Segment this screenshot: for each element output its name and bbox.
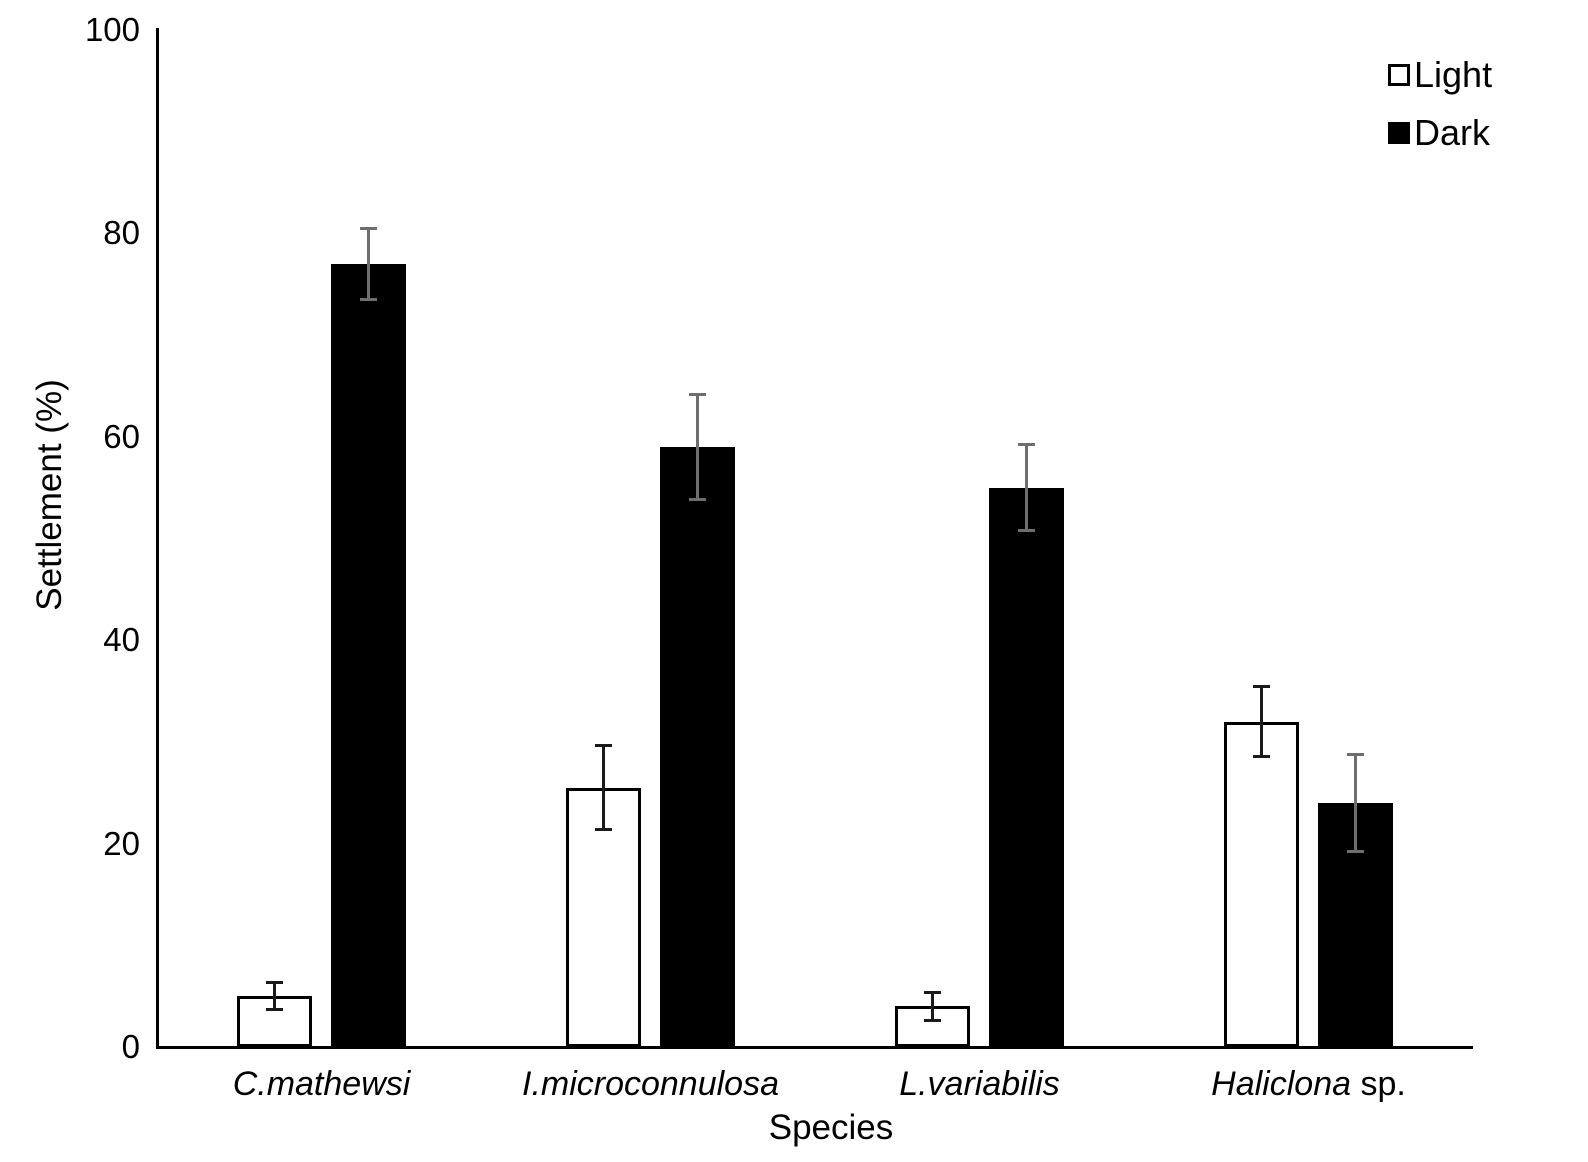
error-cap-bottom-dark-1 bbox=[360, 298, 377, 301]
bar-dark-2 bbox=[660, 446, 735, 1047]
error-bar-light-3 bbox=[931, 992, 934, 1021]
x-axis-title: Species bbox=[768, 1108, 894, 1147]
legend-swatch-light-icon bbox=[1388, 64, 1410, 86]
error-bar-light-2 bbox=[602, 745, 605, 830]
y-tick-label-0: 0 bbox=[121, 1028, 140, 1065]
x-axis-line bbox=[156, 1046, 1473, 1049]
error-cap-top-dark-1 bbox=[360, 226, 377, 230]
y-tick-label-80: 80 bbox=[103, 214, 140, 252]
legend: Light Dark bbox=[1388, 56, 1492, 152]
error-cap-top-light-3 bbox=[924, 990, 941, 994]
category-name: C.mathewsi bbox=[232, 1065, 411, 1103]
error-bar-dark-3 bbox=[1025, 444, 1028, 531]
bar-dark-3 bbox=[989, 487, 1064, 1047]
category-name: I.microconnulosa bbox=[521, 1065, 780, 1103]
legend-item-light: Light bbox=[1388, 56, 1492, 94]
error-bar-dark-1 bbox=[367, 228, 370, 300]
error-cap-top-dark-3 bbox=[1018, 443, 1035, 447]
legend-swatch-dark-icon bbox=[1388, 122, 1410, 144]
error-cap-top-dark-4 bbox=[1347, 752, 1364, 756]
category-label-3: L.variabilis bbox=[899, 1064, 1060, 1104]
y-tick-label-40: 40 bbox=[103, 621, 140, 659]
error-bar-dark-2 bbox=[696, 394, 699, 500]
category-suffix: sp. bbox=[1351, 1065, 1406, 1103]
y-axis-title: Settlement (%) bbox=[30, 379, 69, 611]
error-cap-bottom-dark-4 bbox=[1347, 850, 1364, 854]
category-label-4: Haliclona sp. bbox=[1211, 1064, 1406, 1104]
error-bar-light-4 bbox=[1260, 686, 1263, 757]
error-cap-bottom-light-1 bbox=[266, 1007, 283, 1011]
legend-label-dark: Dark bbox=[1414, 112, 1491, 153]
y-tick-label-60: 60 bbox=[103, 417, 140, 455]
error-cap-bottom-light-4 bbox=[1253, 754, 1270, 758]
category-name: L.variabilis bbox=[899, 1065, 1060, 1103]
category-label-2: I.microconnulosa bbox=[522, 1064, 779, 1104]
legend-item-dark: Dark bbox=[1388, 114, 1492, 152]
error-bar-light-1 bbox=[273, 982, 276, 1010]
error-cap-top-light-1 bbox=[266, 981, 283, 985]
category-label-1: C.mathewsi bbox=[233, 1064, 411, 1104]
error-cap-top-light-4 bbox=[1253, 685, 1270, 689]
bar-light-2 bbox=[566, 787, 641, 1047]
bar-light-4 bbox=[1224, 721, 1299, 1047]
bar-dark-1 bbox=[331, 263, 406, 1047]
error-cap-top-dark-2 bbox=[689, 392, 706, 396]
legend-label-light: Light bbox=[1414, 54, 1493, 95]
category-name: Haliclona bbox=[1211, 1065, 1352, 1103]
error-bar-dark-4 bbox=[1354, 754, 1357, 852]
y-axis-line bbox=[156, 28, 159, 1049]
error-cap-bottom-dark-2 bbox=[689, 498, 706, 502]
error-cap-bottom-light-2 bbox=[595, 827, 612, 831]
error-cap-bottom-dark-3 bbox=[1018, 528, 1035, 532]
y-tick-label-20: 20 bbox=[103, 824, 140, 862]
error-cap-top-light-2 bbox=[595, 744, 612, 748]
y-tick-label-100: 100 bbox=[84, 11, 140, 48]
error-cap-bottom-light-3 bbox=[924, 1019, 941, 1023]
